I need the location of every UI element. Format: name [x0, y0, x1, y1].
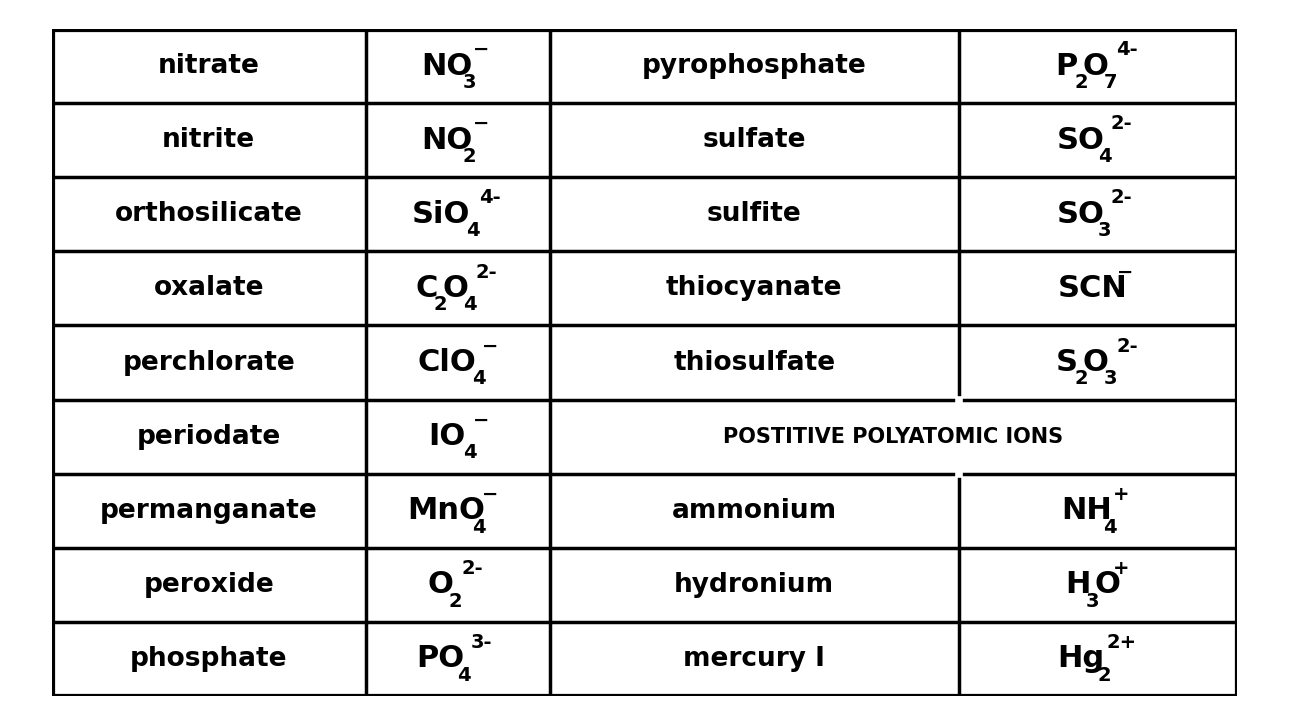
Text: −: −: [482, 336, 498, 356]
Text: 3: 3: [1103, 369, 1118, 389]
Text: 2-: 2-: [1111, 115, 1132, 133]
Text: 4: 4: [467, 221, 480, 240]
Text: sulfite: sulfite: [706, 202, 802, 227]
Text: O: O: [1094, 571, 1120, 600]
Text: thiosulfate: thiosulfate: [673, 349, 835, 376]
Text: 4-: 4-: [1116, 41, 1138, 59]
Text: pyrophosphate: pyrophosphate: [642, 53, 866, 79]
Text: 2: 2: [1074, 369, 1088, 389]
Text: NO: NO: [420, 51, 472, 80]
Text: 2+: 2+: [1106, 633, 1137, 652]
Text: 4: 4: [458, 666, 470, 684]
Text: nitrate: nitrate: [157, 53, 259, 79]
Text: O: O: [442, 274, 468, 303]
Text: hydronium: hydronium: [674, 572, 834, 598]
Text: SO: SO: [1057, 125, 1105, 154]
Text: 2: 2: [449, 592, 463, 610]
Text: 4: 4: [1098, 147, 1111, 166]
Text: NO: NO: [420, 125, 472, 154]
Text: IO: IO: [428, 422, 465, 451]
Text: 4: 4: [472, 518, 486, 536]
Text: periodate: periodate: [137, 423, 281, 450]
Text: SO: SO: [1057, 200, 1105, 229]
Text: 2-: 2-: [1111, 188, 1132, 207]
Text: phosphate: phosphate: [130, 646, 287, 672]
Text: orthosilicate: orthosilicate: [115, 202, 303, 227]
Text: 2: 2: [1098, 666, 1111, 684]
Text: S: S: [1056, 348, 1078, 377]
Text: sulfate: sulfate: [703, 127, 806, 153]
Text: 3: 3: [463, 72, 477, 92]
Text: 2-: 2-: [1116, 336, 1138, 356]
Text: SCN: SCN: [1057, 274, 1128, 303]
Text: O: O: [1083, 348, 1109, 377]
Text: Hg: Hg: [1057, 645, 1105, 674]
Text: SiO: SiO: [411, 200, 470, 229]
Text: NH: NH: [1061, 496, 1112, 525]
Text: peroxide: peroxide: [143, 572, 275, 598]
Text: perchlorate: perchlorate: [122, 349, 295, 376]
Text: 3-: 3-: [470, 633, 492, 652]
Text: +: +: [1114, 559, 1129, 578]
Text: POSTITIVE POLYATOMIC IONS: POSTITIVE POLYATOMIC IONS: [723, 426, 1063, 447]
Text: mercury I: mercury I: [683, 646, 825, 672]
Text: 3: 3: [1085, 592, 1100, 610]
Text: 4: 4: [463, 295, 477, 314]
Text: P: P: [1056, 51, 1078, 80]
Text: 2: 2: [434, 295, 447, 314]
Text: C: C: [415, 274, 437, 303]
Text: thiocyanate: thiocyanate: [666, 276, 843, 302]
Text: 4-: 4-: [480, 188, 500, 207]
Text: −: −: [473, 41, 490, 59]
Text: O: O: [428, 571, 454, 600]
Text: O: O: [1083, 51, 1109, 80]
Text: nitrite: nitrite: [162, 127, 255, 153]
Text: 4: 4: [472, 369, 486, 389]
Text: 3: 3: [1098, 221, 1111, 240]
Text: 2-: 2-: [461, 559, 483, 578]
Text: H: H: [1065, 571, 1090, 600]
Text: 2-: 2-: [476, 262, 498, 281]
Text: −: −: [473, 411, 490, 430]
Text: −: −: [1116, 262, 1133, 281]
Text: PO: PO: [416, 645, 465, 674]
Text: 2: 2: [1074, 72, 1088, 92]
Text: oxalate: oxalate: [153, 276, 264, 302]
Text: ammonium: ammonium: [672, 498, 837, 523]
Text: 2: 2: [463, 147, 477, 166]
Text: permanganate: permanganate: [99, 498, 317, 523]
Text: 4: 4: [463, 444, 477, 463]
Text: MnO: MnO: [407, 496, 486, 525]
Text: +: +: [1114, 485, 1129, 504]
Text: −: −: [482, 485, 498, 504]
Text: 7: 7: [1103, 72, 1118, 92]
Text: 4: 4: [1103, 518, 1118, 536]
Text: −: −: [473, 115, 490, 133]
Text: ClO: ClO: [418, 348, 476, 377]
